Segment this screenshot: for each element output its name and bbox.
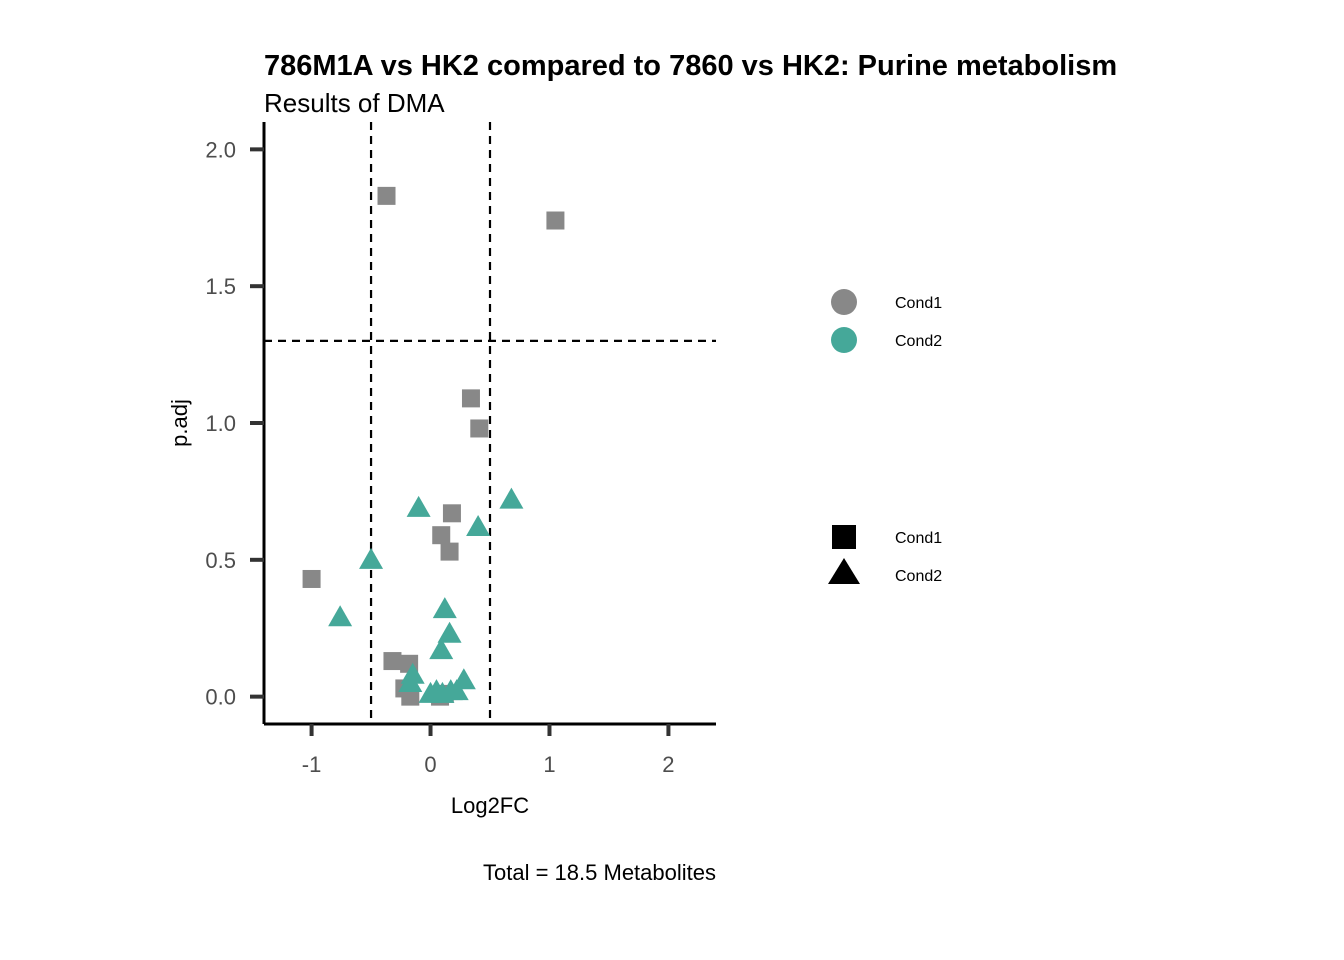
point-square-cond1 [302,569,321,588]
y-tick-label: 1.5 [205,274,236,299]
color-legend: Cond1 Cond2 [831,289,942,353]
point-triangle-cond2 [499,487,524,509]
point-square-cond1 [432,526,451,545]
point-square-cond1 [383,652,402,671]
point-square-cond1 [440,542,459,561]
legend-key-cond1-color [831,289,857,315]
legend-key-cond2-shape [828,558,860,584]
point-triangle-cond2 [359,547,384,569]
point-square-cond1 [377,186,396,205]
legend-label-cond2-color: Cond2 [895,333,942,350]
point-square-cond1 [401,687,420,706]
x-axis-ticks: -1 0 1 2 [302,724,675,777]
y-tick-label: 1.0 [205,411,236,436]
point-square-cond1 [461,389,480,408]
legend-label-cond1-color: Cond1 [895,295,942,312]
y-axis-label: p.adj [167,399,192,447]
point-triangle-cond2 [437,621,462,643]
legend-label-cond1-shape: Cond1 [895,530,942,547]
point-triangle-cond2 [432,597,457,619]
point-triangle-cond2 [466,514,491,536]
point-triangle-cond2 [406,495,431,517]
reference-lines [264,122,716,724]
legend-key-cond1-shape [832,525,856,549]
y-axis-ticks: 0.0 0.5 1.0 1.5 2.0 [205,137,264,710]
point-triangle-cond2 [328,605,353,627]
point-triangle-cond2 [429,638,454,660]
y-tick-label: 2.0 [205,137,236,162]
chart-subtitle: Results of DMA [264,88,445,118]
x-tick-label: 0 [424,752,436,777]
x-tick-label: -1 [302,752,322,777]
x-axis-label: Log2FC [451,793,529,818]
point-square-cond1 [442,504,461,523]
point-triangle-cond2 [398,670,423,692]
x-tick-label: 2 [662,752,674,777]
point-triangle-cond2 [444,679,469,701]
shape-legend: Cond1 Cond2 [828,525,942,585]
legend-key-cond2-color [831,327,857,353]
point-square-cond1 [470,419,489,438]
chart-title: 786M1A vs HK2 compared to 7860 vs HK2: P… [264,50,1117,82]
data-points [302,186,565,706]
y-tick-label: 0.5 [205,548,236,573]
x-tick-label: 1 [543,752,555,777]
legend-label-cond2-shape: Cond2 [895,568,942,585]
y-tick-label: 0.0 [205,685,236,710]
point-square-cond1 [546,211,565,230]
chart-caption: Total = 18.5 Metabolites [483,860,716,885]
